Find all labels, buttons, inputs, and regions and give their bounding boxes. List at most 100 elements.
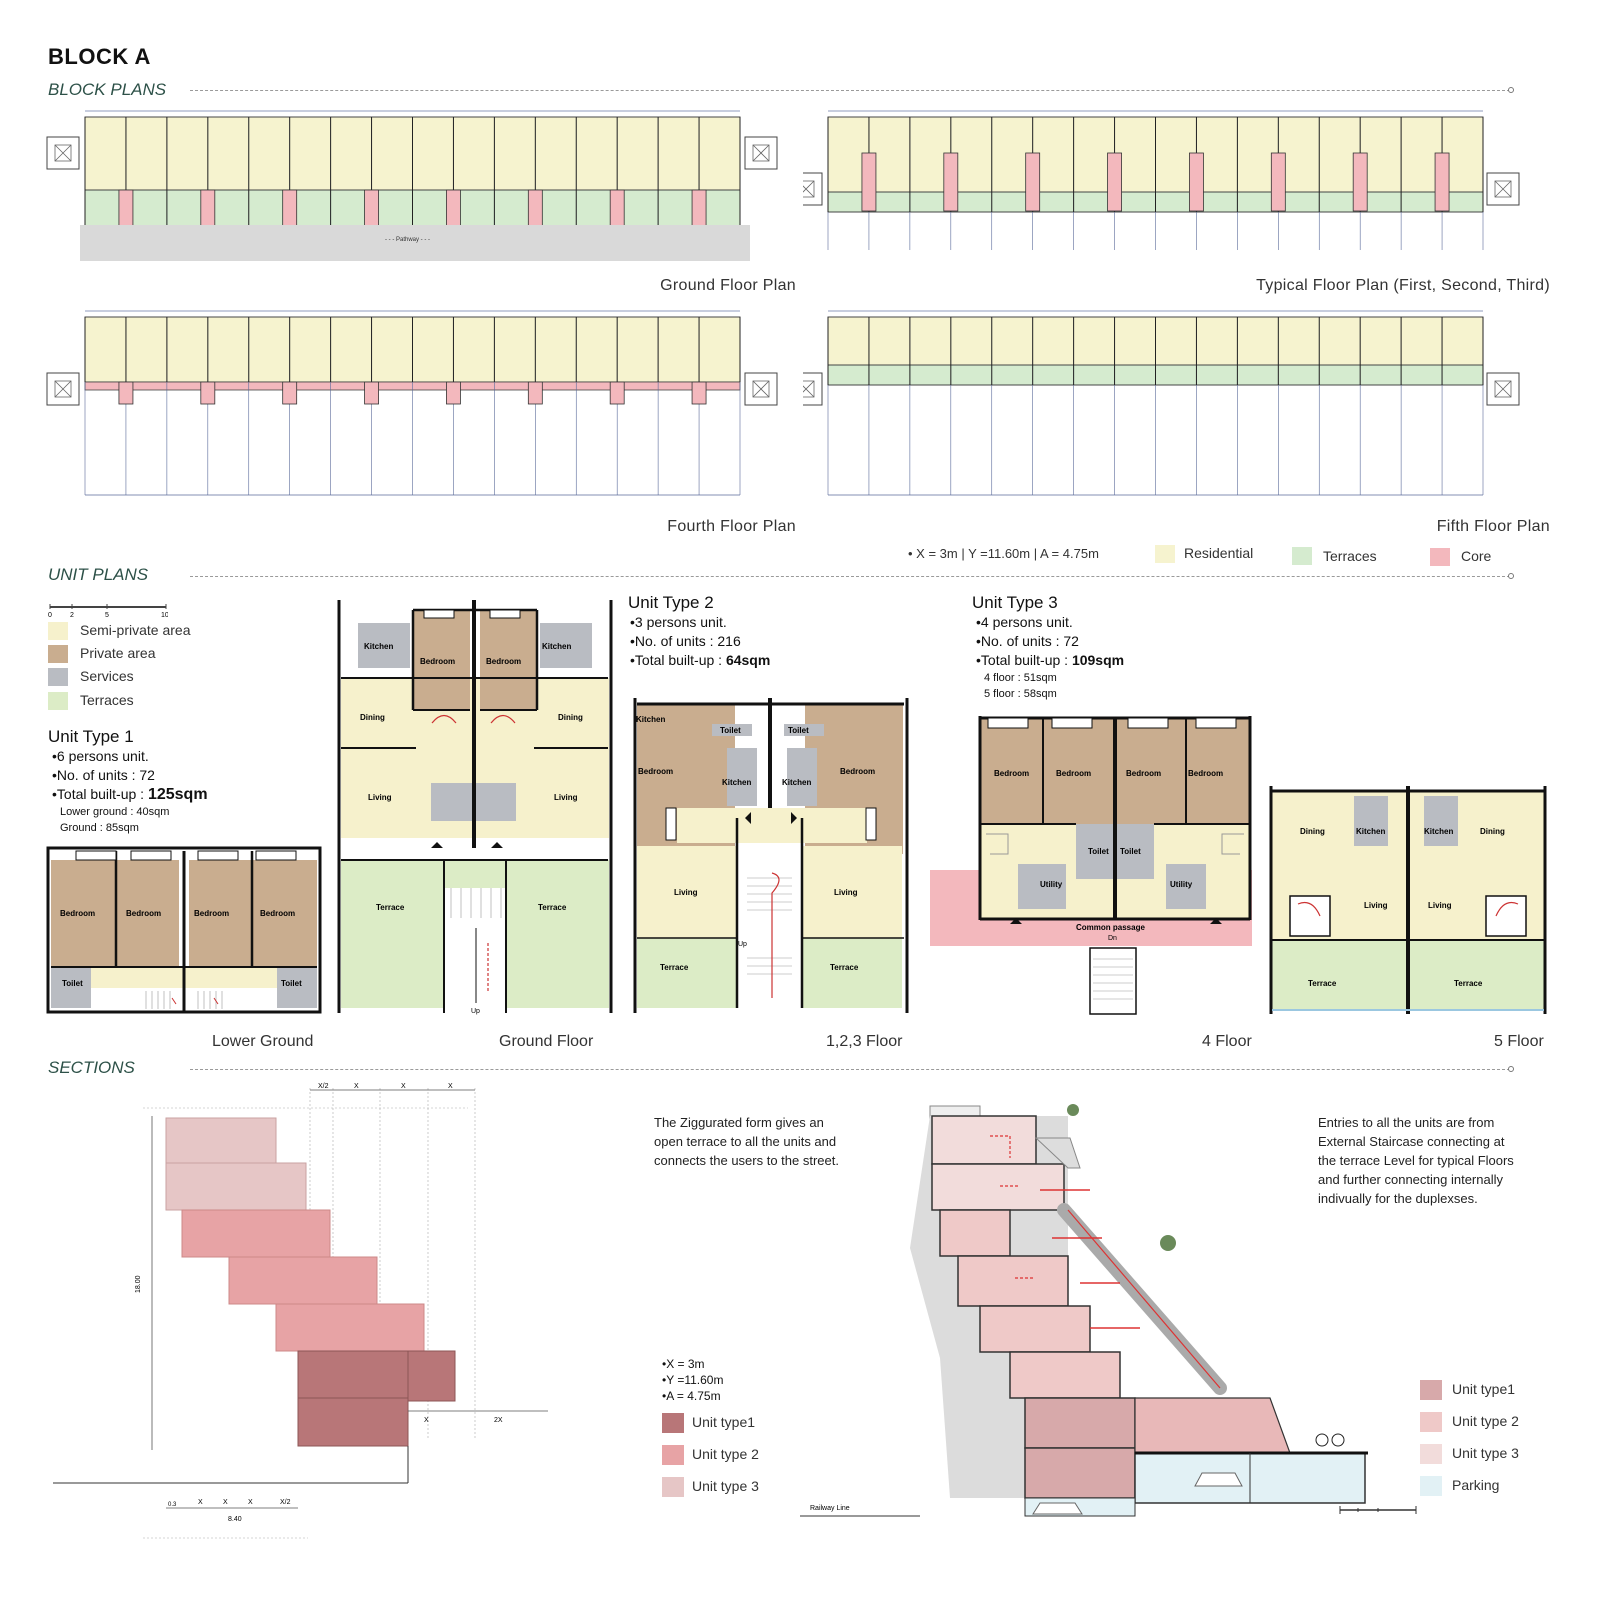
bedroom-label: Bedroom <box>194 909 229 918</box>
unit-type-1-count: •No. of units : 72 <box>52 767 155 783</box>
terrace-label: Terrace <box>830 963 859 972</box>
toilet-label: Toilet <box>788 726 809 735</box>
dim-label: X <box>424 1417 429 1424</box>
block-dims-note: • X = 3m | Y =11.60m | A = 4.75m <box>908 546 1099 561</box>
unit-type2-label: Unit type 2 <box>692 1446 759 1462</box>
bedroom-label: Bedroom <box>420 657 455 666</box>
section-heading-sections: SECTIONS <box>48 1058 135 1077</box>
kitchen-label: Kitchen <box>636 715 665 724</box>
unit-type-3-title: Unit Type 3 <box>972 593 1058 612</box>
unit-type-1-persons: •6 persons unit. <box>52 748 149 764</box>
terrace-label: Terrace <box>538 903 567 912</box>
unit-type-3-persons: •4 persons unit. <box>976 614 1073 630</box>
living-label: Living <box>674 888 698 897</box>
core-label: Core <box>1461 548 1492 564</box>
ziggurat-note: The Ziggurated form gives an open terrac… <box>654 1115 839 1168</box>
bedroom-label: Bedroom <box>1188 769 1223 778</box>
svg-text:- - - Pathway - - -: - - - Pathway - - - <box>385 237 430 243</box>
divider <box>190 1069 1510 1070</box>
unit-type-1-sub: Lower ground : 40sqm <box>60 806 170 818</box>
up-label: Up <box>471 1008 480 1015</box>
unit-type2-swatch <box>662 1445 684 1465</box>
bedroom-label: Bedroom <box>1126 769 1161 778</box>
dim-note: •A = 4.75m <box>662 1389 721 1403</box>
fourth-floor-caption: Fourth Floor Plan <box>667 518 796 535</box>
dim-label: X <box>354 1083 359 1090</box>
terrace-label: Terrace <box>1308 979 1337 988</box>
page-title: BLOCK A <box>48 44 151 69</box>
dim-label: X <box>401 1083 406 1090</box>
living-label: Living <box>554 793 578 802</box>
unit-type-3-sub: 5 floor : 58sqm <box>984 688 1057 700</box>
dining-label: Dining <box>1480 827 1505 836</box>
common-passage-label: Common passage <box>1076 923 1145 932</box>
unit-type-3-count: •No. of units : 72 <box>976 633 1079 649</box>
kitchen-label: Kitchen <box>1356 827 1385 836</box>
semi-private-swatch <box>48 622 68 640</box>
terraces-unit-swatch <box>48 692 68 710</box>
dim-label: X <box>448 1083 453 1090</box>
unit-type-2-builtup: •Total built-up : 64sqm <box>630 652 771 668</box>
floor-caption-ground: Ground Floor <box>499 1033 594 1050</box>
bedroom-label: Bedroom <box>60 909 95 918</box>
unit-type-3-4th-floor-plan: Bedroom Bedroom Bedroom Bedroom Toilet T… <box>930 716 1252 1015</box>
dim-label: X <box>198 1499 203 1506</box>
render-unit-type1-label: Unit type1 <box>1452 1381 1516 1397</box>
scale-tick: 10 <box>161 612 168 618</box>
fourth-floor-plan <box>46 310 778 496</box>
dim-label: 2X <box>494 1417 503 1424</box>
bedroom-label: Bedroom <box>1056 769 1091 778</box>
terraces-label: Terraces <box>1323 548 1377 564</box>
terrace-label: Terrace <box>376 903 405 912</box>
kitchen-label: Kitchen <box>722 778 751 787</box>
floor-caption-5: 5 Floor <box>1494 1033 1544 1050</box>
unit-type-2-count: •No. of units : 216 <box>630 633 741 649</box>
typical-floor-caption: Typical Floor Plan (First, Second, Third… <box>1256 277 1550 294</box>
railway-label: Railway Line <box>810 1505 850 1512</box>
unit-type-3-sub: 4 floor : 51sqm <box>984 672 1057 684</box>
semi-private-label: Semi-private area <box>80 622 191 638</box>
scale-tick: 2 <box>70 612 74 618</box>
unit-type-1-builtup: •Total built-up : 125sqm <box>52 786 208 803</box>
kitchen-label: Kitchen <box>1424 827 1453 836</box>
parking-swatch <box>1420 1476 1442 1496</box>
scale-bar: 0 2 5 10 <box>48 604 168 618</box>
living-label: Living <box>1364 901 1388 910</box>
toilet-label: Toilet <box>62 979 83 988</box>
living-label: Living <box>368 793 392 802</box>
utility-label: Utility <box>1170 880 1193 889</box>
ziggurat-section-diagram: X/2 X X X 18.00 X 2X 0.3 X X X X/2 8.40 <box>53 1083 548 1539</box>
dining-label: Dining <box>1300 827 1325 836</box>
unit-type-3-info: Unit Type 3 •4 persons unit. •No. of uni… <box>972 593 1124 702</box>
toilet-label: Toilet <box>1088 847 1109 856</box>
living-label: Living <box>1428 901 1452 910</box>
unit-type-2-persons: •3 persons unit. <box>630 614 727 630</box>
residential-swatch <box>1155 545 1175 563</box>
unit-type3-label: Unit type 3 <box>692 1478 759 1494</box>
bedroom-label: Bedroom <box>126 909 161 918</box>
unit-type-3-5th-floor-plan: Dining Kitchen Kitchen Dining Living Liv… <box>1269 786 1547 1014</box>
height-dim: 18.00 <box>135 1275 142 1293</box>
terraces-swatch <box>1292 547 1312 565</box>
entries-note: Entries to all the units are from Extern… <box>1318 1115 1514 1206</box>
terrace-label: Terrace <box>1454 979 1483 988</box>
render-unit-type3-label: Unit type 3 <box>1452 1445 1519 1461</box>
dim-note: •Y =11.60m <box>662 1373 724 1387</box>
utility-label: Utility <box>1040 880 1063 889</box>
render-unit-type2-swatch <box>1420 1412 1442 1432</box>
floor-caption-4: 4 Floor <box>1202 1033 1252 1050</box>
unit-type-2-info: Unit Type 2 •3 persons unit. •No. of uni… <box>628 593 770 670</box>
floor-caption-123: 1,2,3 Floor <box>826 1033 903 1050</box>
living-label: Living <box>834 888 858 897</box>
toilet-label: Toilet <box>720 726 741 735</box>
render-unit-type2-label: Unit type 2 <box>1452 1413 1519 1429</box>
dim-label: 0.3 <box>168 1502 177 1508</box>
unit-type-1-sub: Ground : 85sqm <box>60 822 139 834</box>
dim-label: X <box>248 1499 253 1506</box>
unit-type-3-builtup: •Total built-up : 109sqm <box>976 652 1125 668</box>
divider <box>190 90 1510 91</box>
divider-end <box>1508 87 1514 93</box>
unit-type1-label: Unit type1 <box>692 1414 756 1430</box>
terraces-unit-label: Terraces <box>80 692 134 708</box>
section-heading-unit-plans: UNIT PLANS <box>48 565 149 584</box>
